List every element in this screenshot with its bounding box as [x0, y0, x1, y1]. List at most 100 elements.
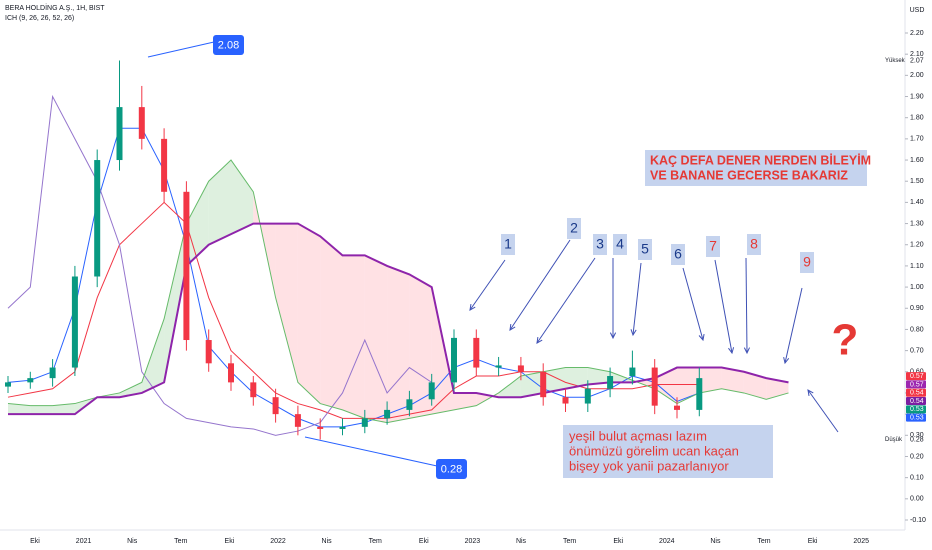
cloud — [297, 223, 321, 404]
indicator-line — [7, 201, 700, 419]
y-tick-label: 0.80 — [910, 326, 924, 333]
price-badge-label: 0.54 — [910, 390, 924, 397]
cloud — [565, 367, 588, 389]
y-tick-label: 1.00 — [910, 284, 924, 291]
price-badge-label: 0.53 — [910, 414, 924, 421]
x-tick-label: Tem — [369, 538, 382, 545]
number-label: 9 — [803, 254, 811, 270]
number-box — [501, 234, 515, 255]
candle-body — [629, 367, 636, 377]
x-tick-label: Nis — [127, 538, 138, 545]
note-box — [563, 425, 773, 478]
y-tick-label: 0.90 — [910, 305, 924, 312]
chart-title: BERA HOLDİNG A.Ş., 1H, BIST — [5, 3, 105, 12]
arrow-head — [630, 329, 637, 337]
candle-body — [607, 376, 614, 389]
candle-body — [361, 418, 368, 427]
extreme-value: 0.28 — [910, 436, 924, 443]
question-mark: ? — [832, 316, 859, 365]
number-box — [747, 234, 761, 255]
cloud — [498, 376, 521, 398]
candle-body — [5, 382, 11, 387]
arrow — [632, 262, 642, 336]
note-text: yeşil bulut açması lazım — [569, 428, 707, 443]
cloud — [52, 403, 75, 415]
number-label: 1 — [504, 236, 512, 252]
y-tick-label: 0.10 — [910, 474, 924, 481]
cloud — [141, 318, 165, 393]
x-tick-label: 2021 — [76, 538, 92, 545]
price-badge — [906, 372, 926, 381]
cloud — [364, 255, 388, 423]
cloud — [231, 160, 254, 235]
y-tick-label: 1.60 — [910, 157, 924, 164]
y-tick-label: 1.80 — [910, 115, 924, 122]
candle-body — [562, 397, 569, 404]
x-tick-label: Eki — [808, 538, 818, 545]
indicator-line — [7, 159, 789, 424]
candle-body — [428, 382, 435, 400]
candle-body — [183, 191, 190, 341]
x-tick-label: Tem — [757, 538, 770, 545]
candle-body — [696, 378, 703, 410]
cloud — [387, 265, 410, 423]
callout-label: 2.08 — [218, 39, 239, 51]
candle-body — [384, 409, 391, 419]
price-badge — [906, 380, 926, 389]
candle-body — [674, 405, 680, 410]
arrow-head — [743, 347, 751, 355]
candle-body — [317, 426, 324, 429]
indicator-line — [7, 94, 432, 436]
price-badge-label: 0.57 — [910, 373, 924, 380]
candle-body — [228, 363, 234, 383]
price-badge — [906, 397, 926, 406]
callout-box — [436, 459, 467, 479]
extreme-label: Düşük — [885, 437, 903, 443]
x-tick-label: 2022 — [270, 538, 286, 545]
price-badge-label: 0.53 — [910, 406, 924, 413]
price-badge-label: 0.54 — [910, 398, 924, 405]
x-tick-label: 2023 — [465, 538, 481, 545]
cloud — [721, 367, 744, 393]
candle-body — [651, 367, 658, 406]
arrow — [536, 257, 596, 344]
candle-body — [406, 399, 413, 410]
arrow-head — [469, 303, 476, 311]
x-tick-label: Tem — [174, 538, 187, 545]
extreme-value: 2.07 — [910, 57, 924, 64]
price-badge — [906, 405, 926, 414]
arrow-head — [509, 323, 516, 331]
cloud — [454, 392, 477, 410]
candle-body — [584, 388, 591, 404]
arrow — [784, 287, 803, 364]
candle-body — [138, 107, 145, 139]
candle-body — [71, 276, 78, 368]
callout-label: 0.28 — [441, 463, 462, 475]
callout-box — [213, 35, 244, 55]
cloud — [30, 405, 53, 415]
y-tick-label: 1.30 — [910, 220, 924, 227]
note-text: KAÇ DEFA DENER NERDEN BİLEYİM — [650, 152, 871, 167]
arrow-head — [698, 334, 705, 342]
price-badge-label: 0.57 — [910, 381, 924, 388]
number-box — [671, 244, 685, 265]
arrow — [509, 239, 571, 331]
candle-body — [517, 365, 524, 372]
extreme-label: Yüksek — [885, 58, 906, 64]
candle-body — [161, 138, 168, 192]
cloud — [766, 378, 789, 400]
number-label: 7 — [709, 238, 717, 254]
x-tick-label: Nis — [516, 538, 527, 545]
candle-body — [451, 337, 457, 383]
x-tick-label: Nis — [710, 538, 721, 545]
cloud — [275, 223, 298, 383]
x-tick-label: 2025 — [853, 538, 869, 545]
cloud — [476, 392, 499, 406]
candle-body — [250, 382, 257, 398]
y-tick-label: -0.10 — [910, 517, 926, 524]
y-tick-label: 1.70 — [910, 136, 924, 143]
y-tick-label: 2.00 — [910, 72, 924, 79]
candle-body — [495, 365, 502, 368]
candle-body — [294, 414, 301, 427]
